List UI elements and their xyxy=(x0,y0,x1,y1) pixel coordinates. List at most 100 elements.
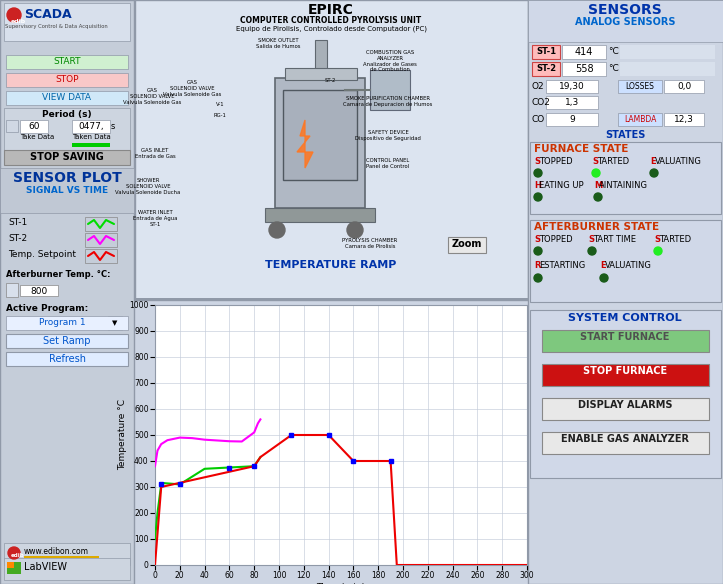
Text: COMBUSTION GAS
ANALYZER
Analizador de Gases
de Combustion: COMBUSTION GAS ANALYZER Analizador de Ga… xyxy=(363,50,417,72)
Text: ST-2: ST-2 xyxy=(536,64,556,73)
Bar xyxy=(72,143,110,147)
Text: °C: °C xyxy=(608,47,619,56)
Circle shape xyxy=(8,547,20,559)
Text: 800: 800 xyxy=(30,287,48,296)
Circle shape xyxy=(534,247,542,255)
Text: GAS INLET
Entrada de Gas: GAS INLET Entrada de Gas xyxy=(134,148,176,159)
Bar xyxy=(20,285,58,296)
Bar xyxy=(562,45,606,59)
Text: ANALOG SENSORS: ANALOG SENSORS xyxy=(575,17,675,27)
Text: TOPPED: TOPPED xyxy=(539,235,573,244)
Circle shape xyxy=(534,274,542,282)
Bar xyxy=(85,249,117,263)
Text: 414: 414 xyxy=(575,47,593,57)
Bar xyxy=(265,208,375,222)
Bar xyxy=(4,108,130,150)
Bar xyxy=(0,0,134,584)
Text: SIGNAL VS TIME: SIGNAL VS TIME xyxy=(26,186,108,195)
Text: Supervisory Control & Data Acquisition: Supervisory Control & Data Acquisition xyxy=(5,24,108,29)
Text: ENABLE GAS ANALYZER: ENABLE GAS ANALYZER xyxy=(561,434,689,444)
Text: 9: 9 xyxy=(569,115,575,124)
Bar xyxy=(6,73,128,87)
Bar xyxy=(370,70,410,110)
Text: SENSORS: SENSORS xyxy=(588,3,662,17)
Text: edib: edib xyxy=(11,19,26,24)
Polygon shape xyxy=(297,120,313,168)
Text: SYSTEM CONTROL: SYSTEM CONTROL xyxy=(568,313,682,323)
Text: STATES: STATES xyxy=(605,130,645,140)
Text: GAS
SOLENOID VALVE
Valvula Solenoide Gas: GAS SOLENOID VALVE Valvula Solenoide Gas xyxy=(123,88,181,105)
Text: 12,3: 12,3 xyxy=(674,115,694,124)
Bar xyxy=(542,398,709,420)
Bar xyxy=(546,96,598,109)
Bar xyxy=(6,352,128,366)
Y-axis label: Temperature °C: Temperature °C xyxy=(118,399,127,471)
Bar xyxy=(275,78,365,208)
Text: LOSSES: LOSSES xyxy=(625,82,654,91)
Text: TARTED: TARTED xyxy=(597,157,629,166)
Text: Taken Data: Taken Data xyxy=(72,134,111,140)
Text: TART TIME: TART TIME xyxy=(593,235,636,244)
Text: START: START xyxy=(54,57,81,66)
Text: TOPPED: TOPPED xyxy=(539,157,573,166)
Text: SCADA: SCADA xyxy=(24,8,72,21)
Bar xyxy=(530,142,721,214)
Text: Refresh: Refresh xyxy=(48,354,85,364)
Text: STOP: STOP xyxy=(55,75,79,84)
Bar xyxy=(4,150,130,165)
Text: Set Ramp: Set Ramp xyxy=(43,336,91,346)
Text: R: R xyxy=(534,261,541,270)
Bar xyxy=(448,237,486,253)
Text: H: H xyxy=(534,181,541,190)
Text: V-1: V-1 xyxy=(215,102,224,107)
Text: E: E xyxy=(600,261,606,270)
Bar xyxy=(530,310,721,478)
Text: edib: edib xyxy=(11,553,25,558)
Text: S: S xyxy=(654,235,660,244)
Bar xyxy=(6,316,128,330)
Text: VALUATING: VALUATING xyxy=(655,157,702,166)
Text: CONTROL PANEL
Panel de Control: CONTROL PANEL Panel de Control xyxy=(367,158,410,169)
Text: STOP SAVING: STOP SAVING xyxy=(30,152,104,162)
Text: ST-1: ST-1 xyxy=(8,218,27,227)
Bar xyxy=(620,62,715,76)
Circle shape xyxy=(534,169,542,177)
Text: ▼: ▼ xyxy=(112,320,118,326)
Text: TARTED: TARTED xyxy=(659,235,691,244)
Bar xyxy=(108,316,122,330)
Bar xyxy=(315,40,327,70)
Text: Temp. Setpoint: Temp. Setpoint xyxy=(8,250,76,259)
Bar xyxy=(542,364,709,386)
Bar xyxy=(283,90,357,180)
Text: 0477,: 0477, xyxy=(78,122,104,131)
Bar xyxy=(620,45,715,59)
Text: START FURNACE: START FURNACE xyxy=(581,332,669,342)
Text: CO2: CO2 xyxy=(532,98,551,107)
Text: S: S xyxy=(534,157,540,166)
Bar xyxy=(6,55,128,69)
Text: Take Data: Take Data xyxy=(20,134,54,140)
Text: WATER INLET
Entrada de Agua
ST-1: WATER INLET Entrada de Agua ST-1 xyxy=(133,210,177,227)
Text: ST-2: ST-2 xyxy=(325,78,335,83)
Bar xyxy=(85,217,117,231)
Text: ST-1: ST-1 xyxy=(536,47,556,56)
Bar xyxy=(546,80,598,93)
Text: GAS
SOLENOID VALVE
Valvula Solenoide Gas: GAS SOLENOID VALVE Valvula Solenoide Gas xyxy=(163,80,221,96)
Text: Zoom: Zoom xyxy=(452,239,482,249)
Text: CO: CO xyxy=(532,115,545,124)
Text: RG-1: RG-1 xyxy=(213,113,226,118)
Bar xyxy=(0,168,134,213)
Text: SMOKE OUTLET
Salida de Humos: SMOKE OUTLET Salida de Humos xyxy=(256,38,300,49)
Bar xyxy=(85,233,117,247)
Text: 19,30: 19,30 xyxy=(559,82,585,91)
Bar xyxy=(135,298,528,300)
Text: Program 1: Program 1 xyxy=(39,318,85,327)
Text: AINTAINING: AINTAINING xyxy=(599,181,648,190)
Text: SHOWER
SOLENOID VALVE
Valvula Solenoide Ducha: SHOWER SOLENOID VALVE Valvula Solenoide … xyxy=(116,178,181,194)
Text: S: S xyxy=(588,235,594,244)
Text: Equipo de Pirolisis, Controlado desde Computador (PC): Equipo de Pirolisis, Controlado desde Co… xyxy=(236,25,427,32)
X-axis label: Time (min): Time (min) xyxy=(317,583,366,584)
Text: 0,0: 0,0 xyxy=(677,82,691,91)
Text: EATING UP: EATING UP xyxy=(539,181,583,190)
Bar xyxy=(528,0,723,42)
